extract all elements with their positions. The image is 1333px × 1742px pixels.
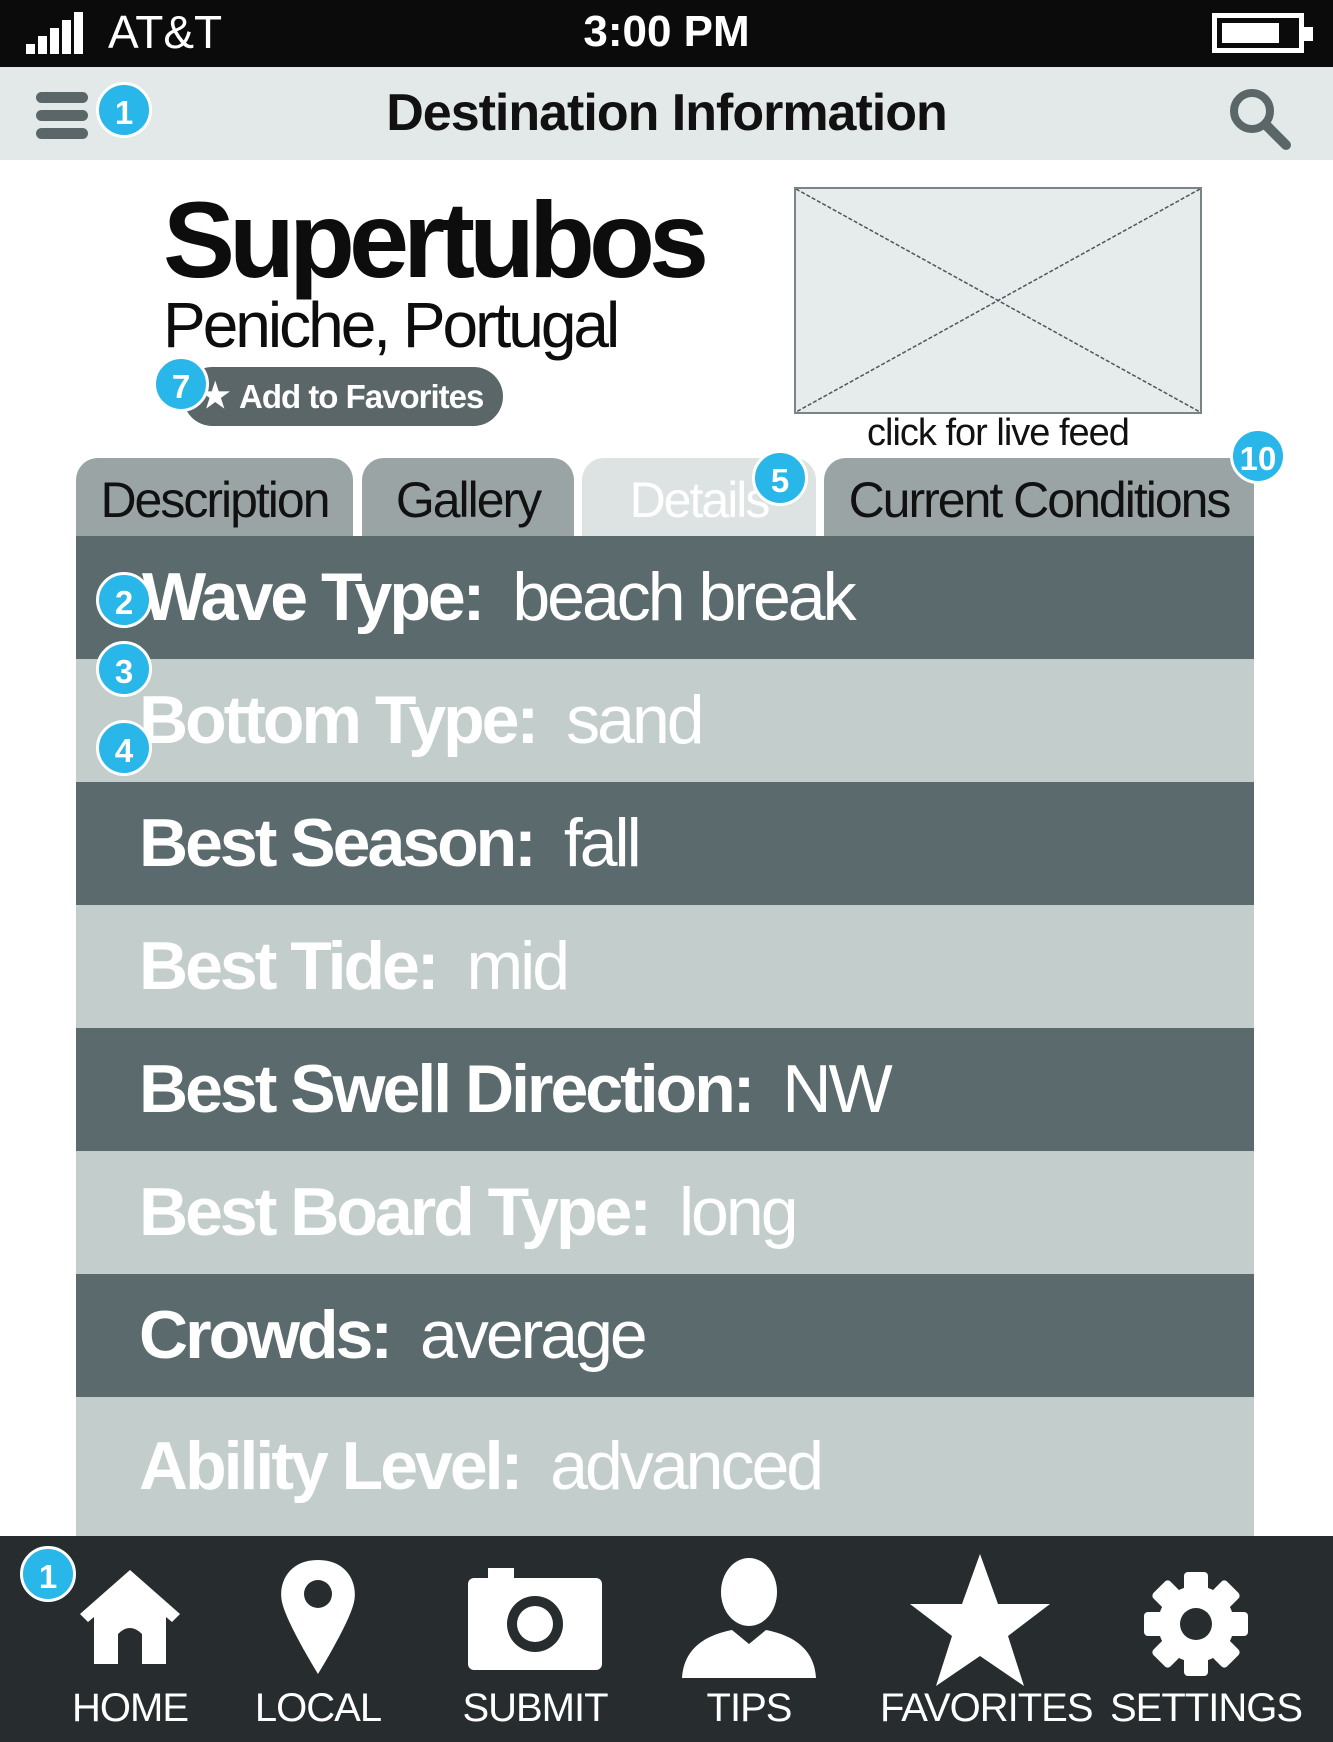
- nav-home-label: HOME: [72, 1686, 189, 1730]
- detail-label: Best Season:: [139, 805, 537, 881]
- detail-value: fall: [563, 805, 642, 881]
- person-icon: [682, 1558, 816, 1678]
- nav-favorites-label: FAVORITES: [880, 1686, 1094, 1730]
- annotation-badge-favorites: 7: [153, 356, 209, 412]
- home-icon: [80, 1570, 180, 1664]
- page-title: Destination Information: [386, 84, 948, 142]
- detail-value: beach break: [512, 559, 856, 635]
- detail-label: Best Tide:: [139, 928, 439, 1004]
- detail-label: Bottom Type:: [139, 682, 539, 758]
- annotation-badge-current-conditions: 10: [1230, 428, 1286, 484]
- location-pin-icon: [281, 1560, 355, 1674]
- detail-row-best-swell-direction: Best Swell Direction: NW: [76, 1028, 1254, 1151]
- nav-local-label: LOCAL: [254, 1686, 382, 1730]
- nav-submit-label: SUBMIT: [462, 1686, 608, 1730]
- detail-value: NW: [782, 1051, 892, 1127]
- details-panel: Wave Type: beach break Bottom Type: sand B…: [76, 536, 1254, 1536]
- annotation-badge-details: 5: [752, 450, 808, 506]
- tab-gallery-label: Gallery: [395, 472, 542, 528]
- search-icon[interactable]: [1226, 85, 1292, 151]
- add-to-favorites-label: Add to Favorites: [239, 378, 484, 415]
- detail-row-best-season: Best Season: fall: [76, 782, 1254, 905]
- detail-value: sand: [566, 682, 704, 758]
- status-bar: AT&T 3:00 PM: [0, 0, 1333, 67]
- nav-home[interactable]: HOME: [60, 1536, 200, 1742]
- detail-value: mid: [466, 928, 570, 1004]
- detail-row-bottom-type: Bottom Type: sand: [76, 659, 1254, 782]
- nav-settings-label: SETTINGS: [1110, 1686, 1303, 1730]
- tab-current-conditions[interactable]: Current Conditions: [824, 458, 1254, 536]
- annotation-badge-bottom-type: 3: [96, 641, 152, 697]
- status-time: 3:00 PM: [583, 7, 750, 56]
- detail-row-crowds: Crowds: average: [76, 1274, 1254, 1397]
- nav-submit[interactable]: SUBMIT: [462, 1536, 609, 1742]
- detail-row-best-tide: Best Tide: mid: [76, 905, 1254, 1028]
- annotation-badge-wave-type: 2: [96, 572, 152, 628]
- destination-location: Peniche, Portugal: [163, 289, 620, 361]
- nav-tips-label: TIPS: [706, 1686, 793, 1730]
- camera-icon: [468, 1568, 602, 1670]
- bottom-tab-bar: HOME LOCAL SUBMIT TIPS FAVORITES: [0, 1536, 1333, 1742]
- detail-value: long: [678, 1174, 799, 1250]
- detail-label: Best Swell Direction:: [139, 1051, 755, 1127]
- annotation-badge-row-four: 4: [96, 720, 152, 776]
- signal-strength-icon: [26, 12, 84, 54]
- detail-value: advanced: [550, 1428, 824, 1504]
- carrier-name: AT&T: [108, 6, 223, 58]
- nav-favorites[interactable]: FAVORITES: [880, 1536, 1094, 1742]
- app-header: Destination Information: [0, 67, 1333, 160]
- live-feed-caption[interactable]: click for live feed: [867, 412, 1130, 454]
- detail-label: Crowds:: [139, 1297, 393, 1373]
- live-feed-placeholder[interactable]: [794, 187, 1202, 414]
- destination-name: Supertubos: [163, 179, 709, 300]
- annotation-badge-menu: 1: [96, 82, 152, 138]
- detail-label: Ability Level:: [139, 1428, 523, 1504]
- detail-label: Best Board Type:: [139, 1174, 652, 1250]
- image-placeholder-icon: [796, 189, 1200, 412]
- tab-details-label: Details: [629, 472, 771, 528]
- tab-current-conditions-label: Current Conditions: [848, 472, 1232, 528]
- battery-icon: [1212, 13, 1313, 53]
- detail-value: average: [420, 1297, 648, 1373]
- detail-row-ability-level: Ability Level: advanced: [76, 1397, 1254, 1520]
- detail-row-best-board-type: Best Board Type: long: [76, 1151, 1254, 1274]
- nav-local[interactable]: LOCAL: [248, 1536, 388, 1742]
- gear-icon: [1144, 1572, 1248, 1676]
- tab-description-label: Description: [100, 472, 330, 528]
- nav-settings[interactable]: SETTINGS: [1110, 1536, 1303, 1742]
- tab-gallery[interactable]: Gallery: [362, 458, 574, 536]
- hamburger-menu-icon[interactable]: [36, 92, 88, 140]
- detail-row-wave-type: Wave Type: beach break: [76, 536, 1254, 659]
- star-icon: [910, 1554, 1050, 1686]
- tab-description[interactable]: Description: [76, 458, 353, 536]
- add-to-favorites-button[interactable]: ★ Add to Favorites: [183, 367, 503, 426]
- nav-tips[interactable]: TIPS: [676, 1536, 822, 1742]
- annotation-badge-home: 1: [20, 1546, 76, 1602]
- detail-label: Wave Type:: [142, 559, 485, 635]
